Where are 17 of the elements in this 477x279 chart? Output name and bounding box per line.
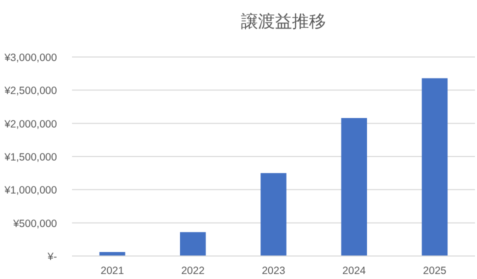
y-tick-label: ¥1,500,000	[3, 152, 58, 164]
bar	[260, 173, 286, 256]
x-tick-label: 2021	[100, 265, 124, 277]
y-tick-label: ¥2,500,000	[3, 85, 58, 98]
y-tick-label: ¥2,000,000	[3, 118, 58, 130]
x-tick-label: 2024	[342, 265, 366, 277]
y-tick-label: ¥1,000,000	[3, 184, 58, 197]
x-tick-label: 2022	[181, 265, 205, 277]
x-tick-label: 2023	[262, 265, 286, 277]
y-tick-label: ¥500,000	[12, 218, 58, 230]
bar	[180, 232, 206, 256]
chart-title: 譲渡益推移	[241, 12, 326, 31]
y-tick-label: ¥-	[46, 251, 58, 263]
y-tick-label: ¥3,000,000	[3, 52, 58, 64]
bar	[341, 118, 367, 256]
x-tick-label: 2025	[423, 265, 447, 277]
bar	[422, 78, 448, 256]
